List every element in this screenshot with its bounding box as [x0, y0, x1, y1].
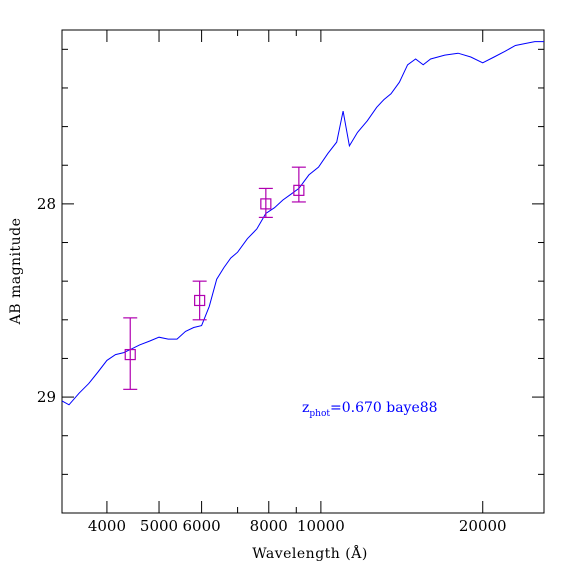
- redshift-annotation: zphot=0.670 baye88: [302, 400, 438, 419]
- x-tick-label: 4000: [88, 517, 126, 535]
- template-sed-line: [61, 41, 544, 406]
- photometry-point: [260, 198, 272, 210]
- photometry-point: [124, 348, 136, 361]
- x-tick-label: 8000: [250, 517, 288, 535]
- x-tick-label: 6000: [183, 517, 221, 535]
- photometry-point: [194, 294, 206, 307]
- template-layer: [61, 41, 544, 406]
- y-tick-labels: 28 29: [37, 195, 56, 406]
- photometry-point: [293, 184, 305, 196]
- x-tick-label: 20000: [459, 517, 507, 535]
- photometry-layer: [123, 166, 306, 390]
- annotation-subscript: phot: [309, 409, 330, 419]
- annotation-z: z: [302, 400, 309, 416]
- y-axis-title: AB magnitude: [8, 218, 24, 326]
- x-tick-label: 5000: [140, 517, 178, 535]
- x-axis-title: Wavelength (Å): [252, 544, 368, 562]
- annotation-text: =0.670 baye88: [330, 400, 438, 416]
- axis-ticks: [62, 30, 544, 513]
- y-tick-label: 28: [37, 195, 56, 213]
- plot-frame: [61, 29, 545, 514]
- x-tick-label: 10000: [297, 517, 345, 535]
- x-tick-labels: 4000 5000 6000 8000 10000 20000: [88, 517, 507, 535]
- y-tick-label: 29: [37, 388, 56, 406]
